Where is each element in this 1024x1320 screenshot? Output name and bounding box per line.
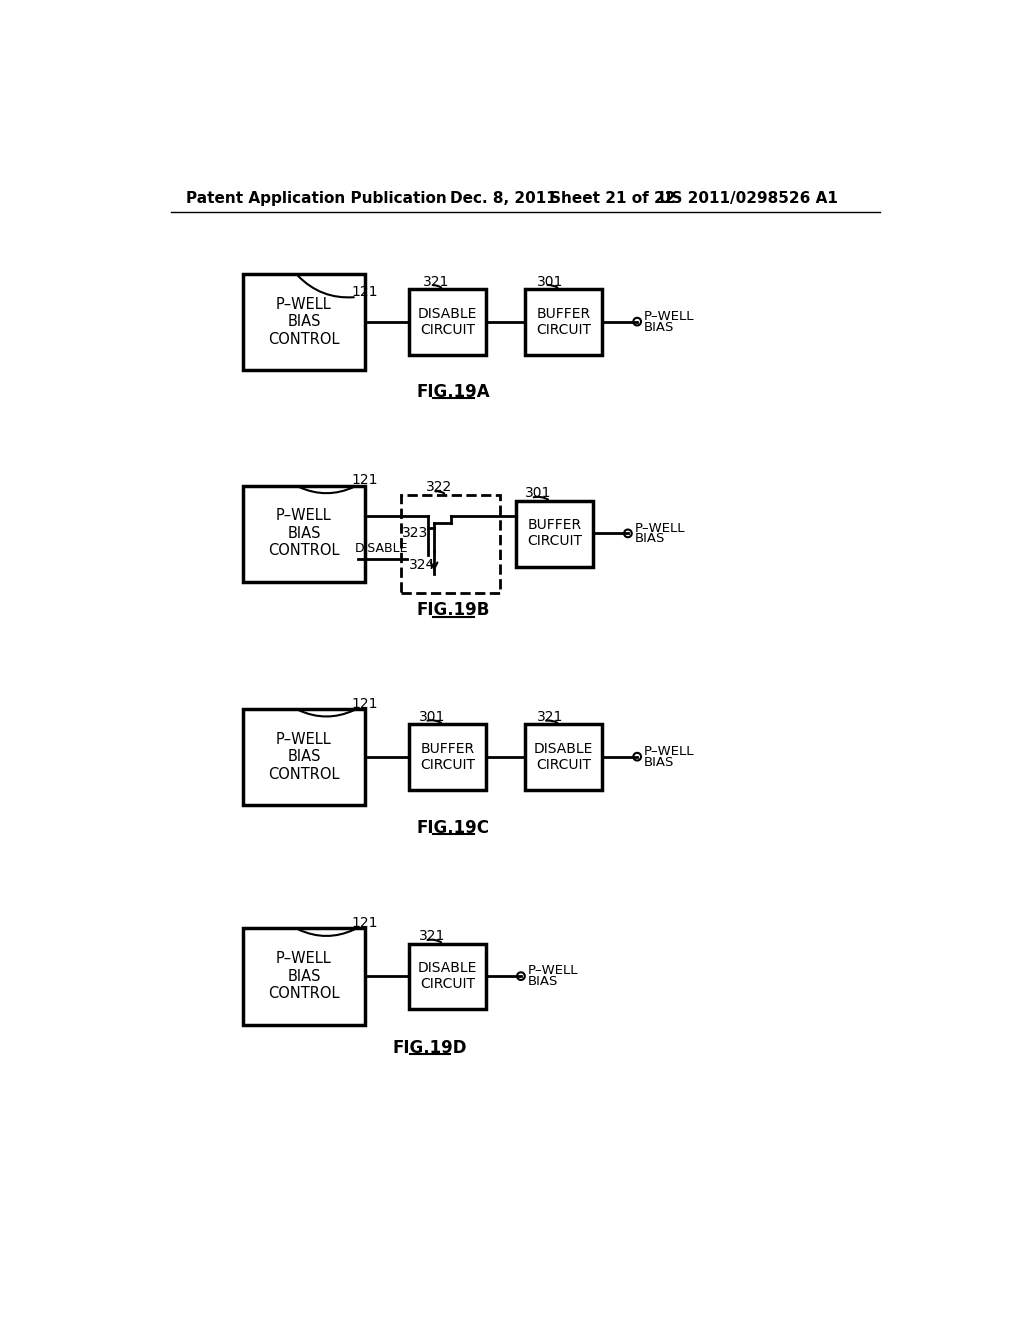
Circle shape (624, 529, 632, 537)
Bar (409, 725, 486, 789)
Text: BUFFER
CIRCUIT: BUFFER CIRCUIT (420, 742, 475, 772)
Text: P–WELL: P–WELL (644, 744, 694, 758)
Circle shape (517, 973, 524, 979)
Text: 323: 323 (402, 527, 429, 540)
Text: DISABLE
CIRCUIT: DISABLE CIRCUIT (418, 961, 477, 991)
Text: 301: 301 (524, 486, 551, 500)
Circle shape (633, 318, 641, 326)
Text: DISABLE
CIRCUIT: DISABLE CIRCUIT (418, 306, 477, 337)
Bar (400, 495, 500, 594)
Text: BIAS: BIAS (644, 321, 675, 334)
Text: 321: 321 (423, 275, 449, 289)
Text: US 2011/0298526 A1: US 2011/0298526 A1 (658, 191, 838, 206)
Text: P–WELL: P–WELL (635, 521, 685, 535)
Text: P–WELL: P–WELL (644, 310, 694, 323)
Text: DISABLE
CIRCUIT: DISABLE CIRCUIT (534, 742, 593, 772)
Text: Dec. 8, 2011: Dec. 8, 2011 (450, 191, 556, 206)
Bar (524, 725, 602, 789)
Text: P–WELL
BIAS
CONTROL: P–WELL BIAS CONTROL (268, 508, 340, 558)
Text: DISABLE: DISABLE (354, 543, 408, 556)
Text: 321: 321 (419, 929, 445, 942)
Bar (409, 944, 486, 1010)
Text: BIAS: BIAS (528, 975, 558, 989)
Text: FIG.19C: FIG.19C (417, 820, 490, 837)
Bar (243, 709, 366, 805)
Circle shape (633, 752, 641, 760)
Text: 321: 321 (538, 710, 563, 723)
Text: P–WELL
BIAS
CONTROL: P–WELL BIAS CONTROL (268, 731, 340, 781)
Text: 301: 301 (419, 710, 445, 723)
Bar (243, 275, 366, 370)
Bar (243, 486, 366, 582)
Text: FIG.19B: FIG.19B (417, 602, 490, 619)
Text: BUFFER
CIRCUIT: BUFFER CIRCUIT (526, 519, 582, 549)
Text: 121: 121 (351, 916, 378, 931)
Text: BUFFER
CIRCUIT: BUFFER CIRCUIT (536, 306, 591, 337)
Text: FIG.19D: FIG.19D (393, 1039, 468, 1057)
Bar (524, 289, 602, 355)
Text: P–WELL
BIAS
CONTROL: P–WELL BIAS CONTROL (268, 297, 340, 347)
Bar (409, 289, 486, 355)
Text: 322: 322 (426, 480, 453, 494)
Bar (515, 502, 593, 566)
Text: 301: 301 (538, 275, 563, 289)
Text: P–WELL
BIAS
CONTROL: P–WELL BIAS CONTROL (268, 952, 340, 1001)
Text: Sheet 21 of 22: Sheet 21 of 22 (550, 191, 676, 206)
Text: BIAS: BIAS (635, 532, 666, 545)
Text: 121: 121 (351, 474, 378, 487)
Text: FIG.19A: FIG.19A (417, 383, 490, 401)
Text: 121: 121 (351, 697, 378, 710)
Text: BIAS: BIAS (644, 755, 675, 768)
Bar (243, 928, 366, 1024)
Text: 324: 324 (409, 558, 435, 572)
Text: P–WELL: P–WELL (528, 964, 579, 977)
Text: Patent Application Publication: Patent Application Publication (186, 191, 446, 206)
Text: 121: 121 (351, 285, 378, 298)
